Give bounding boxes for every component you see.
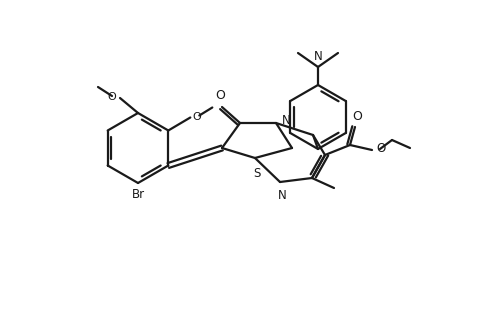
Text: S: S xyxy=(253,167,260,180)
Text: O: O xyxy=(215,89,225,102)
Text: O: O xyxy=(107,92,116,102)
Text: O: O xyxy=(376,143,385,156)
Text: N: N xyxy=(282,114,291,127)
Text: O: O xyxy=(352,110,362,123)
Text: N: N xyxy=(313,50,322,63)
Text: O: O xyxy=(192,113,201,122)
Text: N: N xyxy=(278,189,286,202)
Text: Br: Br xyxy=(131,188,144,201)
